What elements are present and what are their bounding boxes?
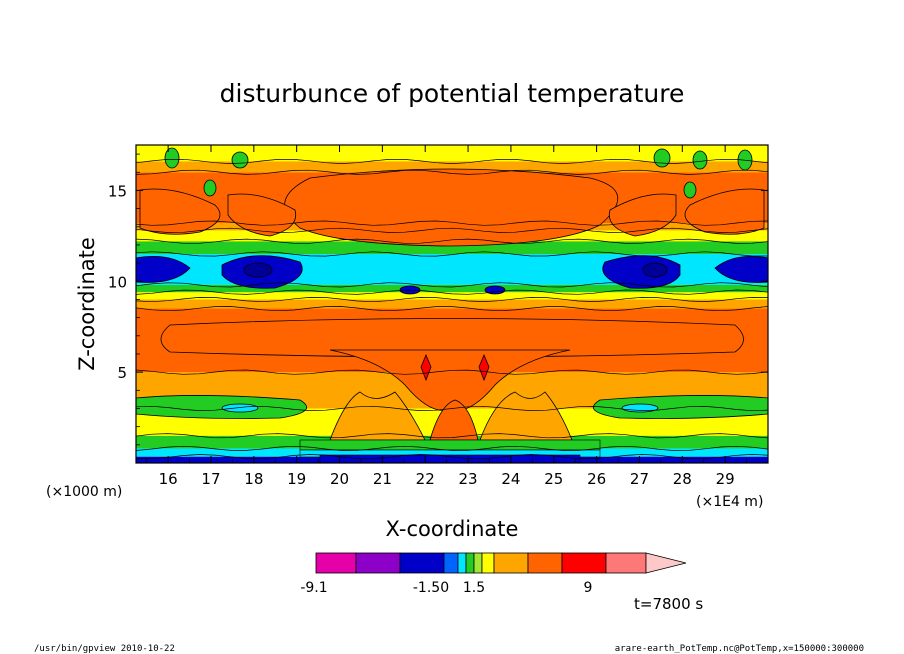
contour-mid-band xyxy=(160,318,744,358)
x-axis-label: X-coordinate xyxy=(386,517,519,541)
x-tick-label: 21 xyxy=(373,470,392,488)
colorbar-labels: -9.1 -1.50 1.5 9 xyxy=(300,580,592,596)
contour-blob-7 xyxy=(683,181,697,199)
contour-line-7 xyxy=(135,297,769,303)
contour-line-1 xyxy=(135,454,769,460)
contour-blue-left-edge xyxy=(135,255,191,283)
contour-surface-green xyxy=(299,439,601,451)
colorbar-swatch xyxy=(355,552,401,574)
contour-blob-5 xyxy=(692,150,708,170)
x-tick-label: 19 xyxy=(287,470,306,488)
y-tick-label: 10 xyxy=(108,273,127,291)
band-green-12 xyxy=(136,241,768,255)
y-tick-label: 5 xyxy=(117,364,127,382)
band-green-9 xyxy=(136,284,768,293)
x-unit-left: (×1000 m) xyxy=(46,484,122,500)
plot-area: 16 17 18 19 20 21 22 23 24 25 26 27 28 29 5 10 15 xyxy=(108,144,769,488)
contour-low-cyan-left xyxy=(221,403,259,413)
contour-blob-3 xyxy=(203,179,217,197)
x-tick-label: 26 xyxy=(587,470,606,488)
band-top-yellow xyxy=(136,145,768,162)
y-axis-label: Z-coordinate xyxy=(75,237,99,371)
band-top-orange xyxy=(136,161,768,173)
colorbar-swatch xyxy=(605,552,647,574)
contour-line-4 xyxy=(135,405,769,412)
contour-blue-small-2 xyxy=(484,285,506,295)
contour-blue-left-core xyxy=(243,262,273,278)
colorbar-swatch xyxy=(443,552,459,574)
chart-title: disturbunce of potential temperature xyxy=(220,79,685,108)
colorbar-swatch xyxy=(473,552,483,574)
contour-line-3 xyxy=(135,433,769,439)
x-tick-label: 20 xyxy=(330,470,349,488)
x-unit-right: (×1E4 m) xyxy=(696,494,763,510)
colorbar-arrow xyxy=(645,552,687,574)
colorbar-swatch xyxy=(561,552,607,574)
x-tick-label: 29 xyxy=(716,470,735,488)
colorbar-label-neg: -1.50 xyxy=(413,580,449,596)
band-mid-orange-high xyxy=(136,299,768,309)
contour-line-5 xyxy=(135,369,769,375)
x-axis-ticks: 16 17 18 19 20 21 22 23 24 25 26 27 28 29 xyxy=(146,145,747,488)
x-tick-label: 24 xyxy=(501,470,520,488)
colorbar-swatch xyxy=(481,552,495,574)
colorbar-swatch xyxy=(465,552,475,574)
x-tick-label: 18 xyxy=(244,470,263,488)
x-tick-label: 28 xyxy=(673,470,692,488)
contour-top-left2 xyxy=(227,193,297,237)
contour-low-green-left xyxy=(135,395,307,419)
colorbar-label-min: -9.1 xyxy=(300,580,327,596)
contour-surface-blue xyxy=(319,454,581,464)
plot-frame xyxy=(135,144,769,464)
x-tick-label: 17 xyxy=(201,470,220,488)
contour-surface-plume-left xyxy=(329,391,426,441)
contour-surface-core xyxy=(429,399,479,441)
colorbar-swatch xyxy=(527,552,563,574)
contour-line-10 xyxy=(135,251,768,257)
contour-line-14 xyxy=(135,169,769,175)
contour-line-9 xyxy=(135,282,769,288)
colorbar-swatch xyxy=(315,552,357,574)
contour-line-8 xyxy=(135,289,769,295)
contour-line-12 xyxy=(135,227,769,233)
x-tick-label: 22 xyxy=(416,470,435,488)
colorbar-swatch xyxy=(457,552,467,574)
colorbar-label-max: 9 xyxy=(584,580,593,596)
contour-top-right xyxy=(684,188,765,235)
contour-line-11 xyxy=(135,238,769,244)
contour-top-right2 xyxy=(608,193,677,237)
contour-line-6 xyxy=(135,306,769,312)
contour-blue-right-core xyxy=(642,262,668,278)
contour-blob-1 xyxy=(164,147,180,169)
colorbar-swatch xyxy=(493,552,529,574)
footer-right: arare-earth_PotTemp.nc@PotTemp,x=150000:… xyxy=(615,644,864,654)
band-yellow-9 xyxy=(136,292,768,300)
x-tick-label: 23 xyxy=(459,470,478,488)
contour-top-left xyxy=(139,188,221,235)
contour-line-2 xyxy=(135,445,769,451)
contour-top-central xyxy=(284,168,618,247)
time-label: t=7800 s xyxy=(634,595,703,613)
footer-left: /usr/bin/gpview 2010-10-22 xyxy=(34,644,175,654)
x-tick-label: 25 xyxy=(544,470,563,488)
contour-red-left xyxy=(420,353,432,382)
contour-blob-4 xyxy=(653,148,671,168)
colorbar-swatch xyxy=(399,552,445,574)
contour-blob-2 xyxy=(231,151,249,169)
contour-low-green-right xyxy=(593,395,769,419)
colorbar-label-pos: 1.5 xyxy=(463,580,485,596)
y-axis-ticks: 5 10 15 xyxy=(108,153,768,446)
x-tick-label: 16 xyxy=(159,470,178,488)
contour-line-13 xyxy=(135,220,769,226)
colorbar xyxy=(315,552,687,574)
contour-line-15 xyxy=(135,158,769,164)
contour-features xyxy=(135,147,769,464)
y-tick-label: 15 xyxy=(108,182,127,200)
contour-lines xyxy=(135,158,769,460)
x-tick-label: 27 xyxy=(630,470,649,488)
contour-blue-right-edge xyxy=(714,255,769,283)
contour-red-right xyxy=(478,353,490,382)
